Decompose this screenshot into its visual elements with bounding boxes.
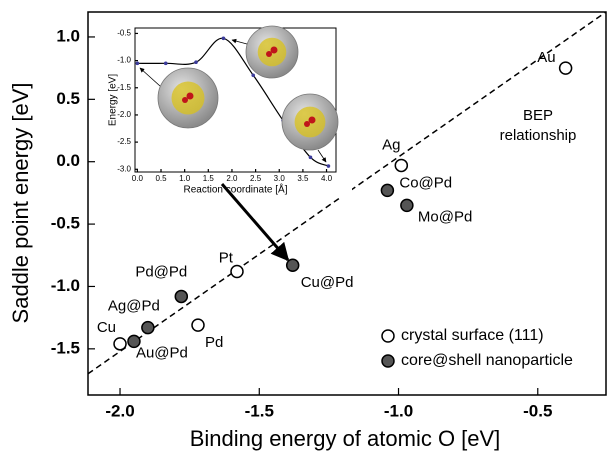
y-tick-label: -1.0	[51, 276, 80, 295]
adsorbate	[304, 121, 310, 127]
x-tick-label: 3.0	[274, 174, 286, 183]
y-tick-label: -1.5	[117, 83, 131, 92]
adsorbate	[266, 51, 272, 57]
inset-point	[326, 164, 331, 168]
data-point	[394, 158, 409, 173]
adsorbate	[182, 97, 188, 103]
inset-point	[135, 61, 140, 66]
data-point	[191, 318, 205, 332]
point-label: Pt	[219, 249, 234, 266]
y-tick-label: -1.5	[51, 338, 80, 357]
data-point	[558, 61, 573, 75]
x-tick-label: 4.0	[321, 174, 333, 183]
point-label: Au@Pd	[136, 344, 188, 361]
point-label: Ag	[382, 136, 400, 153]
data-point	[380, 183, 395, 198]
adsorbate	[270, 46, 278, 54]
legend-marker	[381, 354, 395, 368]
y-tick-label: -3.0	[117, 164, 131, 173]
inset-arrow	[231, 38, 248, 45]
y-tick-label: -1.0	[117, 56, 131, 65]
inset-arrow	[317, 149, 327, 163]
pointer-arrow	[220, 183, 290, 262]
data-point	[127, 334, 141, 349]
x-axis-title: Binding energy of atomic O [eV]	[190, 426, 501, 451]
legend-marker	[381, 329, 395, 343]
legend-label: core@shell nanoparticle	[401, 352, 573, 369]
inset-point	[251, 73, 256, 78]
point-label: Cu	[97, 319, 116, 336]
inset-y-title: Energy [eV]	[108, 74, 119, 126]
y-tick-label: -2.0	[117, 110, 131, 119]
y-tick-label: 0.5	[56, 89, 80, 108]
data-point	[141, 320, 155, 335]
x-tick-label: -1.0	[384, 401, 413, 420]
data-point	[174, 289, 189, 304]
data-point	[230, 264, 244, 279]
point-label: Pd	[205, 334, 223, 351]
plot-frame	[87, 11, 607, 396]
y-tick-label: -0.5	[51, 214, 80, 233]
inset-point	[194, 60, 198, 65]
inset-point	[308, 155, 313, 160]
point-label: Cu@Pd	[301, 274, 354, 291]
adsorbate	[308, 116, 316, 124]
x-tick-label: 0.5	[155, 174, 167, 183]
x-tick-label: 3.5	[297, 174, 309, 183]
point-label: Ag@Pd	[108, 298, 160, 315]
y-tick-label: -0.5	[117, 29, 131, 38]
inset-arrow	[139, 67, 161, 87]
point-label: Mo@Pd	[418, 208, 472, 225]
point-label: Au	[537, 49, 555, 66]
inset-point	[163, 61, 168, 66]
x-tick-label: 0.0	[132, 174, 144, 183]
x-tick-label: 2.5	[250, 174, 262, 183]
data-point	[113, 337, 127, 351]
adsorbate	[186, 92, 194, 100]
x-tick-label: 1.0	[179, 174, 191, 183]
x-tick-label: 1.5	[203, 174, 215, 183]
x-tick-label: -0.5	[523, 401, 552, 420]
annotation: relationship	[500, 127, 577, 144]
annotation: BEP	[523, 107, 553, 124]
x-tick-label: -1.5	[245, 401, 274, 420]
point-label: Pd@Pd	[135, 263, 187, 280]
inset-point	[221, 36, 226, 41]
y-axis-title: Saddle point energy [eV]	[8, 83, 33, 324]
y-tick-label: 0.0	[56, 151, 80, 170]
data-point	[285, 258, 300, 273]
inset-x-title: Reaction coordinate [Å]	[184, 183, 288, 196]
y-tick-label: 1.0	[56, 26, 80, 45]
inset-curve	[137, 37, 329, 167]
x-tick-label: -2.0	[105, 401, 134, 420]
x-tick-label: 2.0	[226, 174, 238, 183]
data-point	[400, 198, 414, 213]
inset-frame	[134, 27, 337, 173]
legend-label: crystal surface (111)	[401, 327, 544, 344]
y-tick-label: -2.5	[117, 137, 131, 146]
point-label: Co@Pd	[399, 174, 452, 191]
